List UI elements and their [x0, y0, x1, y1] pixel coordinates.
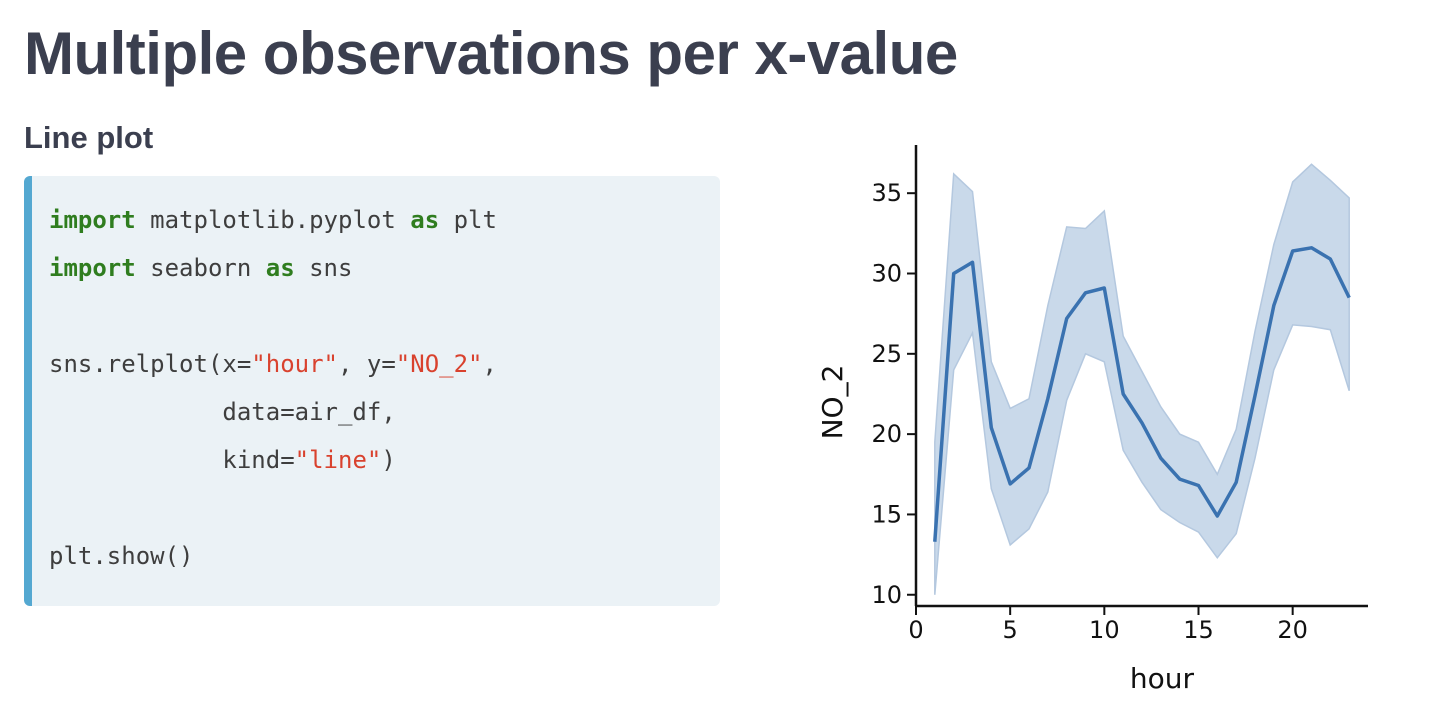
code-line: [49, 292, 720, 340]
code-token: matplotlib.pyplot: [135, 206, 411, 234]
code-keyword: import: [49, 206, 136, 234]
code-token: ,: [482, 350, 497, 378]
code-token: plt: [439, 206, 497, 234]
code-line: import seaborn as sns: [49, 244, 720, 292]
slide-title: Multiple observations per x-value: [24, 20, 958, 87]
code-string: "NO_2": [395, 350, 483, 378]
x-tick-label: 10: [1089, 616, 1120, 644]
code-token: plt.show(): [49, 542, 194, 570]
y-tick-label: 10: [871, 581, 902, 609]
y-tick-label: 15: [871, 500, 902, 528]
code-string: "hour": [251, 350, 338, 378]
code-token: data=air_df,: [49, 398, 396, 426]
code-line: data=air_df,: [49, 388, 720, 436]
y-tick-label: 30: [871, 260, 902, 288]
y-axis-label: NO_2: [816, 365, 849, 440]
code-line: import matplotlib.pyplot as plt: [49, 196, 720, 244]
code-keyword: as: [265, 254, 295, 282]
x-axis-label: hour: [1130, 662, 1195, 695]
x-tick-label: 15: [1183, 616, 1214, 644]
x-tick-label: 0: [908, 616, 923, 644]
code-block: import matplotlib.pyplot as plt import se…: [24, 176, 720, 606]
x-tick-label: 20: [1277, 616, 1308, 644]
code-token: , y=: [338, 350, 396, 378]
section-subtitle: Line plot: [24, 120, 154, 155]
y-tick-label: 35: [871, 179, 902, 207]
y-tick-label: 20: [871, 420, 902, 448]
y-tick-label: 25: [871, 340, 902, 368]
code-line: [49, 484, 720, 532]
code-line: sns.relplot(x="hour", y="NO_2",: [49, 340, 720, 388]
line-chart: 0 5 10 15 20 10 15 20 25 30 35 hour NO_2: [816, 145, 1368, 695]
x-tick-label: 5: [1003, 616, 1018, 644]
code-keyword: as: [410, 206, 440, 234]
series-line: [933, 246, 1351, 542]
code-token: sns.relplot(x=: [49, 350, 252, 378]
code-string: "line": [294, 446, 382, 474]
code-token: ): [381, 446, 396, 474]
code-token: seaborn: [135, 254, 266, 282]
code-token: kind=: [49, 446, 295, 474]
code-line: plt.show(): [49, 532, 720, 580]
confidence-band: [934, 163, 1350, 595]
code-line: kind="line"): [49, 436, 720, 484]
code-keyword: import: [49, 254, 136, 282]
code-token: sns: [294, 254, 353, 282]
